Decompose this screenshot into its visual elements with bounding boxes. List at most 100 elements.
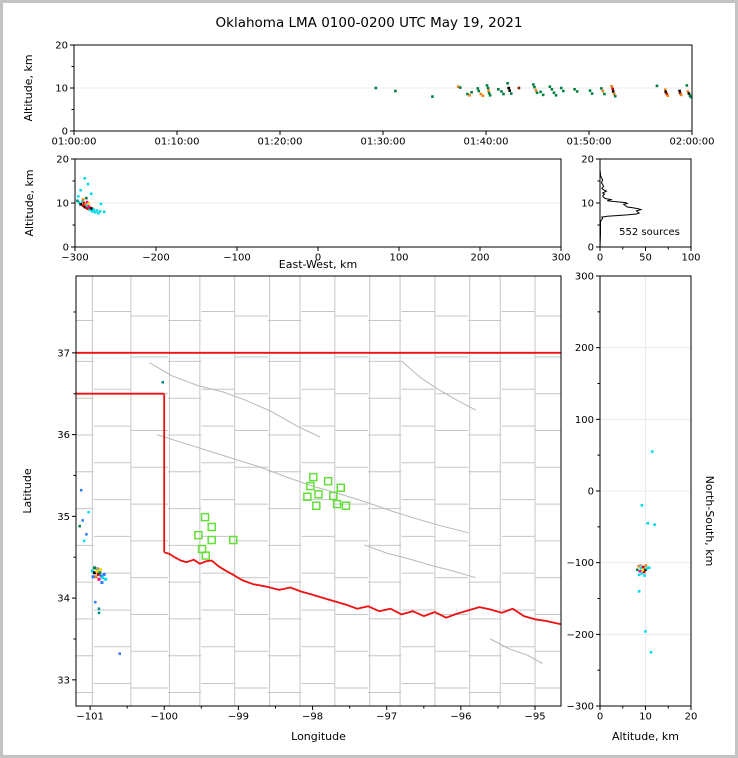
station-square	[200, 512, 210, 522]
source-point	[637, 564, 640, 568]
source-point	[665, 92, 669, 96]
tick-label: 01:30:00	[361, 136, 406, 147]
source-point	[88, 208, 91, 211]
tick-label: −95	[524, 711, 545, 722]
panel-map: −101 −100 −99 −98 −97 −96 −95 33 34 35 36 37 Longitu…	[21, 275, 562, 743]
source-point	[79, 203, 82, 206]
source-point	[651, 450, 654, 453]
tick-label: −300	[567, 702, 594, 713]
source-point	[550, 87, 554, 91]
tick-label: 0	[588, 243, 594, 254]
tick-label: 20	[581, 155, 594, 166]
source-point	[118, 652, 122, 655]
panel-eastwest-altitude: −300 −200 −100 0 100 200 300 0 10 20 East-West, km…	[23, 155, 571, 272]
map-ylabel: Latitude	[21, 468, 34, 514]
source-point	[374, 86, 378, 90]
histogram-profile	[600, 159, 643, 247]
tick-label: 01:40:00	[464, 136, 509, 147]
source-point	[644, 630, 647, 633]
source-point	[678, 89, 681, 93]
tick-label: 100	[681, 252, 700, 263]
station-square	[306, 481, 315, 491]
tick-label: 0	[597, 711, 603, 722]
source-point	[99, 574, 103, 578]
source-point	[649, 650, 653, 654]
tick-label: 10	[639, 711, 652, 722]
source-point	[600, 87, 603, 90]
source-point	[98, 567, 102, 571]
map-line	[156, 434, 469, 534]
source-point	[97, 611, 101, 615]
source-point	[611, 87, 614, 91]
tick-label: 100	[389, 252, 408, 263]
source-point	[97, 211, 100, 215]
source-point	[637, 573, 641, 577]
source-point	[601, 89, 605, 93]
source-point	[95, 209, 99, 212]
tick-label: −101	[76, 711, 103, 722]
tick-label: 0	[315, 252, 321, 263]
source-point	[552, 91, 556, 95]
tick-label: −300	[61, 252, 88, 263]
source-point	[93, 571, 97, 575]
source-point	[85, 200, 89, 204]
source-point	[78, 524, 81, 528]
station-square	[312, 501, 321, 510]
source-point	[94, 575, 98, 579]
tick-label: −96	[450, 711, 471, 722]
source-point	[81, 204, 85, 207]
source-point	[497, 87, 500, 91]
source-point	[458, 86, 462, 89]
station-square	[194, 530, 203, 540]
source-point	[87, 511, 90, 514]
source-point	[81, 198, 85, 201]
tick-label: 0	[63, 243, 69, 254]
source-point	[610, 84, 613, 88]
station-square	[207, 535, 216, 545]
station-square	[329, 491, 338, 501]
station-square	[314, 490, 323, 499]
source-point	[613, 94, 617, 98]
source-point	[541, 93, 545, 97]
source-point	[603, 92, 606, 96]
source-point	[477, 89, 481, 93]
source-point	[76, 195, 80, 198]
source-point	[575, 90, 579, 93]
map-xlabel: Longitude	[291, 730, 346, 743]
source-point	[509, 92, 513, 95]
source-point	[82, 539, 86, 543]
plot-title: Oklahoma LMA 0100-0200 UTC May 19, 2021	[215, 15, 523, 31]
source-point	[611, 90, 615, 93]
source-point	[612, 92, 616, 96]
tick-label: 0	[588, 487, 594, 498]
source-point	[91, 575, 95, 579]
source-point	[641, 568, 645, 572]
source-point	[100, 581, 104, 585]
tick-label: 100	[575, 415, 594, 426]
tick-label: 10	[56, 199, 69, 210]
tick-label: 01:50:00	[567, 136, 612, 147]
source-point	[500, 90, 503, 93]
source-point	[636, 568, 639, 572]
source-point	[94, 600, 97, 604]
source-point	[87, 202, 91, 205]
tick-label: 10	[581, 199, 594, 210]
tick-label: −100	[151, 711, 178, 722]
source-point	[96, 567, 100, 571]
source-point	[470, 91, 473, 94]
source-point	[481, 94, 485, 98]
tick-label: −100	[223, 252, 250, 263]
source-point	[588, 89, 592, 92]
source-point	[431, 95, 434, 98]
source-point	[486, 86, 490, 90]
tick-label: 01:20:00	[258, 136, 303, 147]
eastwest-altitude-xlabel: East-West, km	[279, 258, 357, 271]
source-point	[85, 206, 88, 210]
tick-label: 35	[57, 512, 70, 523]
source-point	[91, 210, 95, 213]
source-point	[678, 91, 682, 95]
source-point	[686, 90, 690, 93]
source-point	[86, 182, 90, 186]
tick-label: 36	[57, 430, 70, 441]
source-point	[645, 567, 649, 570]
